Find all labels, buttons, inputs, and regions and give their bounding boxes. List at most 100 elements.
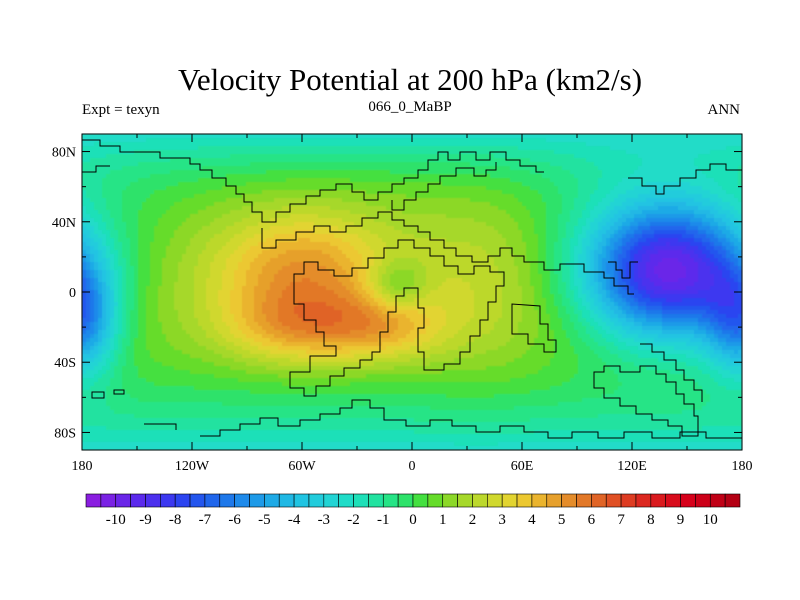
field-cell — [690, 178, 695, 183]
field-cell — [454, 190, 459, 195]
field-cell — [90, 134, 95, 139]
field-cell — [522, 134, 527, 139]
field-cell — [362, 226, 367, 231]
field-cell — [618, 242, 623, 247]
field-cell — [366, 238, 371, 243]
field-cell — [362, 210, 367, 215]
field-cell — [338, 222, 343, 227]
field-cell — [518, 234, 523, 239]
field-cell — [458, 178, 463, 183]
field-cell — [566, 154, 571, 159]
field-cell — [114, 154, 119, 159]
field-cell — [714, 202, 719, 207]
field-cell — [734, 178, 739, 183]
field-cell — [86, 206, 91, 211]
field-cell — [542, 178, 547, 183]
field-cell — [114, 214, 119, 219]
field-cell — [110, 170, 115, 175]
field-cell — [238, 206, 243, 211]
field-cell — [254, 246, 259, 251]
field-cell — [474, 190, 479, 195]
field-cell — [190, 170, 195, 175]
field-cell — [458, 242, 463, 247]
field-cell — [166, 182, 171, 187]
field-cell — [222, 174, 227, 179]
field-cell — [406, 142, 411, 147]
field-cell — [606, 162, 611, 167]
field-cell — [686, 142, 691, 147]
field-cell — [210, 178, 215, 183]
field-cell — [314, 210, 319, 215]
field-cell — [538, 154, 543, 159]
field-cell — [98, 214, 103, 219]
field-cell — [598, 246, 603, 251]
field-cell — [126, 202, 131, 207]
field-cell — [322, 230, 327, 235]
field-cell — [86, 218, 91, 223]
field-cell — [306, 206, 311, 211]
field-cell — [626, 150, 631, 155]
field-cell — [106, 250, 111, 255]
field-cell — [318, 218, 323, 223]
field-cell — [666, 182, 671, 187]
field-cell — [298, 218, 303, 223]
field-cell — [246, 150, 251, 155]
field-cell — [322, 238, 327, 243]
field-cell — [570, 210, 575, 215]
field-cell — [266, 162, 271, 167]
field-cell — [570, 186, 575, 191]
field-cell — [638, 174, 643, 179]
field-cell — [674, 226, 679, 231]
field-cell — [334, 250, 339, 255]
field-cell — [698, 150, 703, 155]
field-cell — [318, 238, 323, 243]
field-cell — [198, 186, 203, 191]
field-cell — [710, 206, 715, 211]
field-cell — [210, 194, 215, 199]
field-cell — [258, 150, 263, 155]
field-cell — [670, 222, 675, 227]
field-cell — [334, 234, 339, 239]
field-cell — [86, 230, 91, 235]
field-cell — [566, 150, 571, 155]
field-cell — [534, 202, 539, 207]
field-cell — [734, 150, 739, 155]
field-cell — [214, 246, 219, 251]
field-cell — [330, 162, 335, 167]
field-cell — [230, 178, 235, 183]
field-cell — [562, 250, 567, 255]
field-cell — [730, 150, 735, 155]
field-cell — [490, 222, 495, 227]
field-cell — [674, 230, 679, 235]
field-cell — [350, 246, 355, 251]
field-cell — [710, 242, 715, 247]
field-cell — [514, 218, 519, 223]
field-cell — [94, 246, 99, 251]
field-cell — [530, 250, 535, 255]
field-cell — [274, 178, 279, 183]
field-cell — [118, 234, 123, 239]
field-cell — [638, 138, 643, 143]
field-cell — [150, 206, 155, 211]
field-cell — [454, 238, 459, 243]
field-cell — [242, 146, 247, 151]
field-cell — [246, 134, 251, 139]
field-cell — [182, 214, 187, 219]
field-cell — [238, 182, 243, 187]
field-cell — [166, 198, 171, 203]
field-cell — [602, 174, 607, 179]
field-cell — [102, 134, 107, 139]
field-cell — [658, 246, 663, 251]
field-cell — [130, 198, 135, 203]
field-cell — [514, 242, 519, 247]
field-cell — [402, 146, 407, 151]
field-cell — [222, 150, 227, 155]
field-cell — [158, 134, 163, 139]
field-cell — [258, 250, 263, 255]
field-cell — [266, 202, 271, 207]
field-cell — [82, 142, 87, 147]
field-cell — [226, 202, 231, 207]
field-cell — [630, 162, 635, 167]
field-cell — [566, 230, 571, 235]
field-cell — [334, 150, 339, 155]
